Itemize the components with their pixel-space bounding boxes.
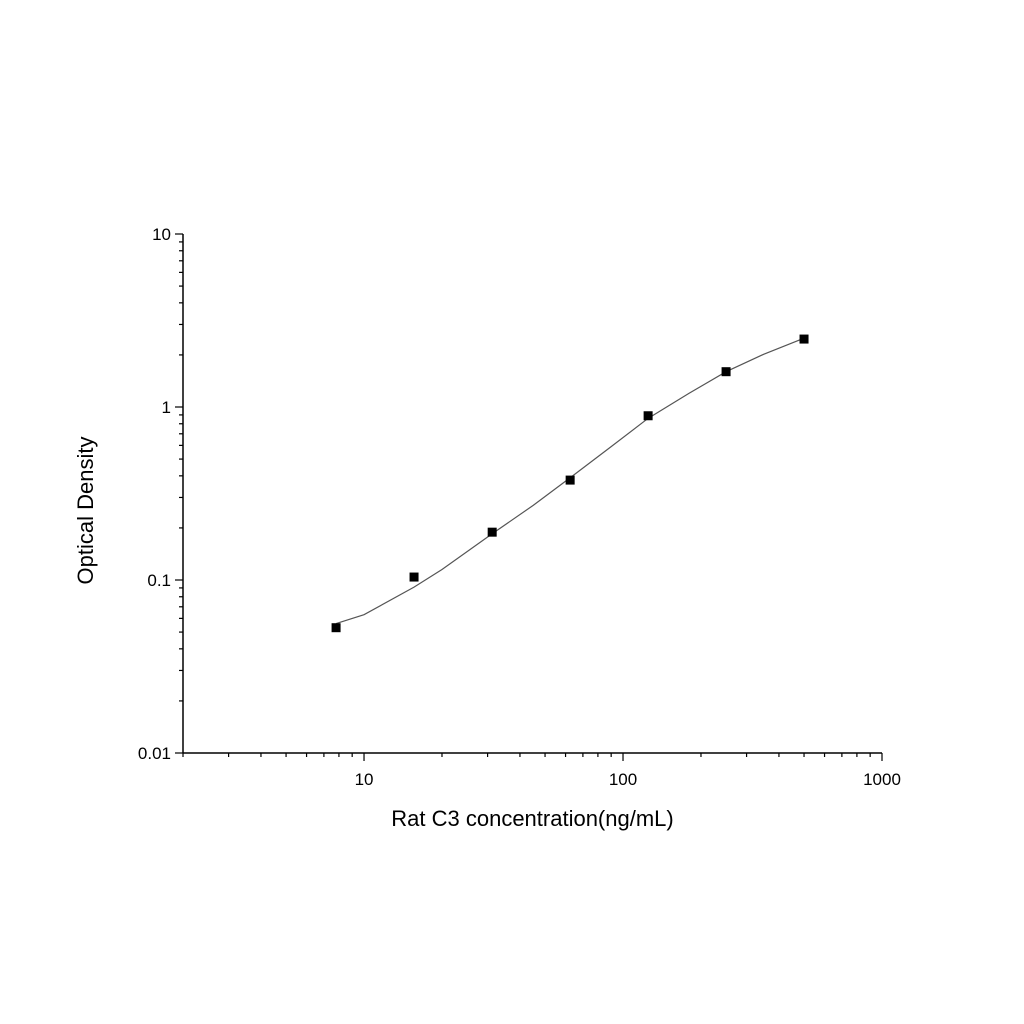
- x-axis-title: Rat C3 concentration(ng/mL): [391, 806, 673, 831]
- y-axis-title: Optical Density: [73, 437, 98, 585]
- axes: [182, 234, 882, 754]
- data-points: [331, 334, 809, 633]
- data-point: [799, 334, 809, 344]
- data-point: [643, 411, 653, 421]
- x-ticks: 10 100 1000: [182, 753, 901, 789]
- y-tick-label: 0.01: [138, 744, 171, 763]
- x-tick-label: 1000: [863, 770, 901, 789]
- x-tick-label: 100: [609, 770, 637, 789]
- x-tick-label: 10: [355, 770, 374, 789]
- y-ticks: 0.01 0.1 1 10: [138, 225, 183, 763]
- y-tick-label: 0.1: [147, 571, 171, 590]
- y-tick-label: 1: [162, 398, 171, 417]
- y-tick-label: 10: [152, 225, 171, 244]
- data-point: [721, 367, 731, 377]
- data-point: [487, 527, 497, 537]
- data-point: [331, 623, 341, 633]
- data-point: [565, 475, 575, 485]
- data-point: [409, 572, 419, 582]
